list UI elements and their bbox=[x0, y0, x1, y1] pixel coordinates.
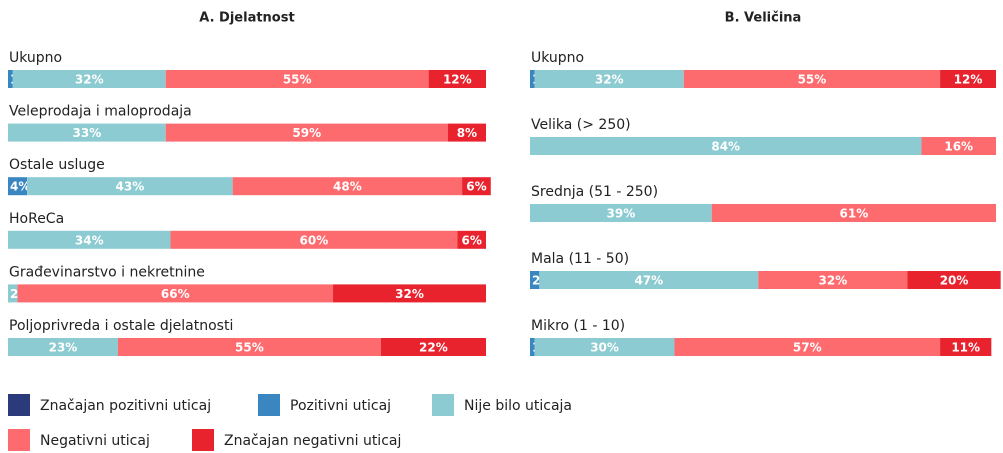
value-label: 32% bbox=[595, 73, 624, 87]
category-label: Ukupno bbox=[531, 50, 584, 66]
bar-segment bbox=[530, 338, 535, 356]
bar-segment bbox=[530, 204, 712, 222]
category-label: Srednja (51 - 250) bbox=[531, 184, 658, 200]
bar-segment bbox=[940, 338, 992, 356]
value-label: 32% bbox=[819, 274, 848, 288]
chart-title: B. Veličina bbox=[725, 11, 802, 26]
bar-segment bbox=[674, 338, 941, 356]
value-label: 33% bbox=[73, 126, 102, 140]
bar-segment bbox=[539, 271, 759, 289]
value-label: 66% bbox=[161, 287, 190, 301]
bar-segment bbox=[683, 70, 941, 88]
bar-segment bbox=[462, 177, 491, 196]
category-label: Ostale usluge bbox=[9, 157, 105, 173]
bar-segment bbox=[8, 123, 166, 142]
legend-swatch bbox=[192, 429, 214, 451]
legend-label: Značajan negativni uticaj bbox=[224, 433, 401, 449]
bar-segment bbox=[530, 137, 922, 155]
bar-segment bbox=[165, 70, 429, 88]
value-label: 48% bbox=[333, 180, 362, 194]
bar-segment bbox=[457, 230, 486, 249]
bar-segment bbox=[428, 70, 486, 88]
value-label: 12% bbox=[443, 73, 472, 87]
value-label: 20% bbox=[940, 274, 969, 288]
value-label: 16% bbox=[944, 140, 973, 154]
category-label: Velika (> 250) bbox=[531, 117, 631, 133]
bar-segment bbox=[170, 230, 458, 249]
bar-segment bbox=[921, 137, 996, 155]
bar-segment bbox=[17, 284, 334, 303]
value-label: 23% bbox=[49, 341, 78, 355]
value-label: 12% bbox=[954, 73, 983, 87]
value-label: 32% bbox=[395, 287, 424, 301]
value-label: 4% bbox=[10, 180, 30, 194]
bar-segment bbox=[8, 70, 13, 88]
bar-segment bbox=[8, 284, 18, 303]
value-label: 55% bbox=[798, 73, 827, 87]
value-label: 8% bbox=[457, 126, 477, 140]
bar-segment bbox=[758, 271, 908, 289]
legend-label: Nije bilo uticaja bbox=[464, 398, 572, 414]
bar-segment bbox=[232, 177, 463, 196]
category-label: Mala (11 - 50) bbox=[531, 251, 629, 267]
bar-segment bbox=[333, 284, 486, 303]
category-label: Građevinarstvo i nekretnine bbox=[9, 264, 205, 280]
value-label: 60% bbox=[300, 233, 329, 247]
value-label: 34% bbox=[75, 233, 104, 247]
value-label: 11% bbox=[951, 341, 980, 355]
legend-label: Negativni uticaj bbox=[40, 433, 150, 449]
value-label: 55% bbox=[235, 341, 264, 355]
value-label: 22% bbox=[419, 341, 448, 355]
value-label: 84% bbox=[711, 140, 740, 154]
bar-segment bbox=[8, 338, 118, 356]
category-label: Ukupno bbox=[9, 50, 62, 66]
category-label: HoReCa bbox=[9, 211, 64, 227]
legend-swatch bbox=[8, 394, 30, 416]
legend-label: Značajan pozitivni uticaj bbox=[40, 398, 211, 414]
bar-segment bbox=[530, 70, 535, 88]
value-label: 39% bbox=[607, 207, 636, 221]
value-label: 47% bbox=[634, 274, 663, 288]
legend-swatch bbox=[8, 429, 30, 451]
value-label: 55% bbox=[283, 73, 312, 87]
bar-segment bbox=[8, 230, 171, 249]
bar-segment bbox=[380, 338, 486, 356]
bar-segment bbox=[534, 338, 675, 356]
value-label: 61% bbox=[840, 207, 869, 221]
bar-segment bbox=[940, 70, 996, 88]
value-label: 6% bbox=[466, 180, 486, 194]
category-label: Veleprodaja i maloprodaja bbox=[9, 104, 192, 120]
value-label: 6% bbox=[461, 233, 481, 247]
chart-title: A. Djelatnost bbox=[199, 11, 294, 26]
bar-segment bbox=[530, 271, 540, 289]
bar-segment bbox=[27, 177, 233, 196]
legend-label: Pozitivni uticaj bbox=[290, 398, 391, 414]
value-label: 43% bbox=[116, 180, 145, 194]
bar-segment bbox=[117, 338, 381, 356]
value-label: 32% bbox=[75, 73, 104, 87]
legend-swatch bbox=[432, 394, 454, 416]
bar-segment bbox=[447, 123, 486, 142]
bar-segment bbox=[534, 70, 684, 88]
legend-swatch bbox=[258, 394, 280, 416]
category-label: Poljoprivreda i ostale djelatnosti bbox=[9, 318, 233, 334]
value-label: 30% bbox=[590, 341, 619, 355]
bar-segment bbox=[711, 204, 996, 222]
value-label: 59% bbox=[292, 126, 321, 140]
bar-segment bbox=[165, 123, 448, 142]
bar-segment bbox=[8, 177, 28, 196]
bar-segment bbox=[907, 271, 1001, 289]
category-label: Mikro (1 - 10) bbox=[531, 318, 625, 334]
value-label: 57% bbox=[793, 341, 822, 355]
bar-segment bbox=[12, 70, 166, 88]
